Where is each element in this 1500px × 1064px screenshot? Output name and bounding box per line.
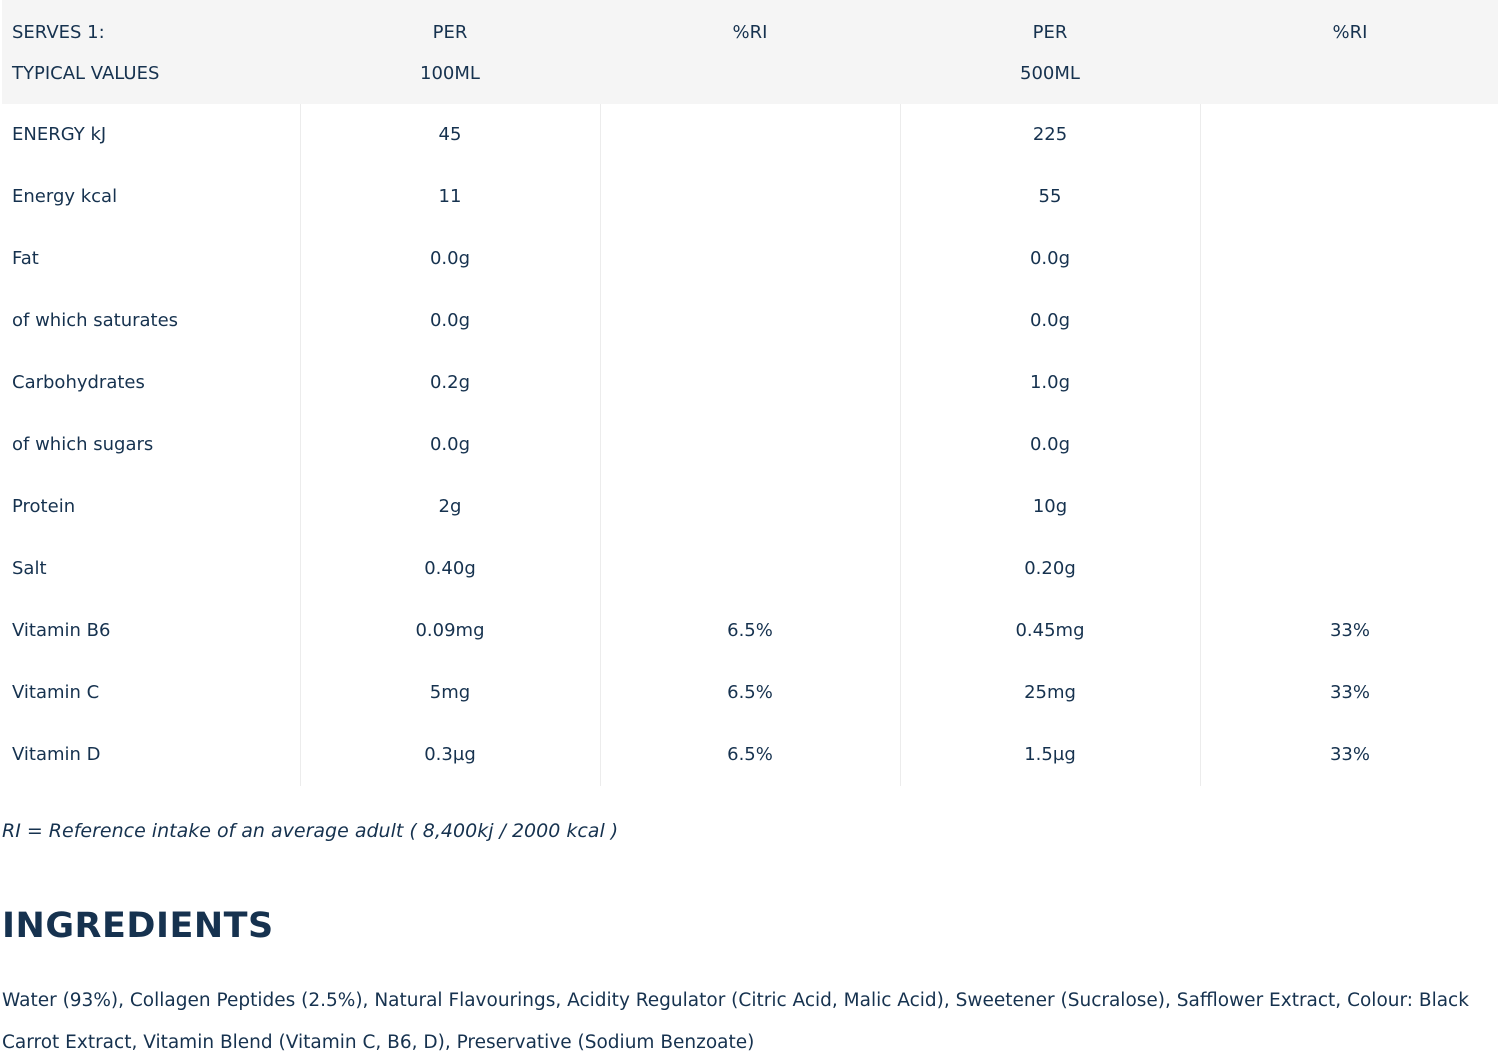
row-label: Fat — [12, 248, 39, 269]
cell-value: 0.09mg — [415, 620, 485, 641]
column-divider — [1200, 104, 1201, 786]
column-divider — [900, 104, 901, 786]
row-label: Energy kcal — [12, 186, 118, 207]
header-cell: SERVES 1: — [12, 22, 105, 43]
header-cell: PER — [1032, 22, 1068, 43]
row-label: Vitamin B6 — [12, 620, 111, 641]
header-cell: %RI — [1332, 22, 1368, 43]
cell-value: 6.5% — [727, 744, 773, 765]
cell-value: 6.5% — [727, 620, 773, 641]
cell-value: 0.2g — [429, 372, 471, 393]
cell-value: 0.0g — [429, 434, 471, 455]
cell-value: 6.5% — [727, 682, 773, 703]
cell-value: 33% — [1329, 682, 1370, 703]
cell-value: 0.0g — [1029, 434, 1071, 455]
row-label: Salt — [12, 558, 47, 579]
nutrition-table: SERVES 1: TYPICAL VALUES PER 100ML %RI PER 500… — [2, 0, 1498, 786]
row-label: ENERGY kJ — [12, 124, 107, 145]
cell-value: 0.20g — [1024, 558, 1076, 579]
cell-value: 25mg — [1024, 682, 1076, 703]
row-label: Protein — [12, 496, 76, 517]
row-label: of which saturates — [12, 310, 179, 331]
footnote: RI = Reference intake of an average adul… — [2, 820, 619, 842]
cell-value: 2g — [438, 496, 462, 517]
cell-value: 0.0g — [1029, 248, 1071, 269]
cell-value: 0.3µg — [424, 744, 476, 765]
cell-value: 0.45mg — [1015, 620, 1085, 641]
cell-value: 0.0g — [1029, 310, 1071, 331]
header-cell: TYPICAL VALUES — [12, 63, 160, 84]
cell-value: 55 — [1038, 186, 1062, 207]
header-cell: %RI — [732, 22, 768, 43]
cell-value: 11 — [438, 186, 462, 207]
cell-value: 0.40g — [424, 558, 476, 579]
cell-value: 5mg — [429, 682, 471, 703]
column-divider — [600, 104, 601, 786]
cell-value: 1.0g — [1029, 372, 1071, 393]
cell-value: 1.5µg — [1024, 744, 1076, 765]
cell-value: 0.0g — [429, 248, 471, 269]
cell-value: 10g — [1032, 496, 1068, 517]
header-cell: 100ML — [420, 63, 480, 84]
row-label: of which sugars — [12, 434, 154, 455]
cell-value: 33% — [1329, 744, 1370, 765]
ingredients-text: Water (93%), Collagen Peptides (2.5%), N… — [2, 990, 1469, 1053]
table-header — [2, 0, 1498, 104]
row-label: Carbohydrates — [12, 372, 145, 393]
section-title: INGREDIENTS — [2, 906, 274, 946]
row-label: Vitamin C — [12, 682, 100, 703]
row-label: Vitamin D — [12, 744, 101, 765]
cell-value: 225 — [1032, 124, 1068, 145]
cell-value: 0.0g — [429, 310, 471, 331]
column-divider — [300, 104, 301, 786]
header-cell: 500ML — [1020, 63, 1080, 84]
cell-value: 33% — [1329, 620, 1370, 641]
header-cell: PER — [432, 22, 468, 43]
cell-value: 45 — [438, 124, 462, 145]
